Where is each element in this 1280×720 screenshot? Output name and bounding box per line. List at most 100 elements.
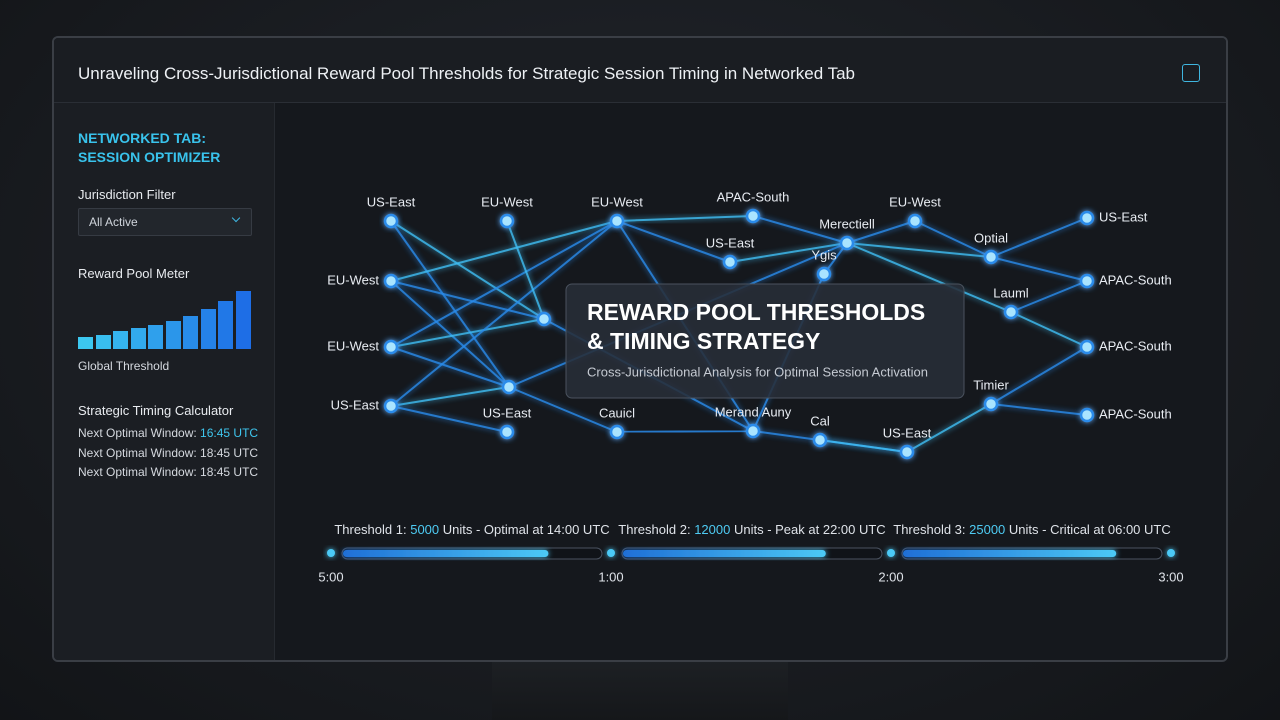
meter-bar	[183, 316, 198, 349]
network-node[interactable]	[722, 254, 738, 270]
filter-label: Jurisdiction Filter	[78, 187, 176, 202]
threshold-amount: 25000	[969, 522, 1005, 537]
app-title-line: NETWORKED TAB:	[78, 130, 207, 146]
network-edge	[390, 386, 510, 407]
network-node[interactable]	[983, 249, 999, 265]
network-edge	[390, 220, 618, 282]
network-node[interactable]	[383, 339, 399, 355]
network-edge	[390, 405, 508, 433]
threshold-label: Threshold 2: 12000 Units - Peak at 22:00…	[618, 522, 885, 537]
network-edge	[1010, 311, 1088, 348]
network-edge	[990, 346, 1088, 405]
overlay-title: & TIMING STRATEGY	[587, 328, 820, 354]
network-node[interactable]	[745, 423, 761, 439]
timing-text: Next Optimal Window:	[78, 426, 197, 440]
network-node[interactable]	[501, 379, 517, 395]
threshold-prefix: Threshold 2:	[618, 522, 690, 537]
network-node[interactable]	[899, 444, 915, 460]
network-node[interactable]	[609, 213, 625, 229]
network-node[interactable]	[745, 208, 761, 224]
network-edge	[506, 220, 545, 320]
timing-text: Next Optimal Window:	[78, 446, 197, 460]
node-label: EU-West	[327, 338, 379, 353]
threshold-amount: 5000	[410, 522, 439, 537]
node-label: EU-West	[591, 194, 643, 209]
sidebar: NETWORKED TAB: SESSION OPTIMIZER Jurisdic…	[54, 103, 275, 660]
progress-fill	[903, 550, 1117, 557]
node-label: EU-West	[889, 194, 941, 209]
meter-bar	[113, 331, 128, 349]
meter-bar	[78, 337, 93, 349]
network-node[interactable]	[1079, 407, 1095, 423]
node-label: APAC-South	[1099, 406, 1172, 421]
node-label: Timier	[973, 377, 1009, 392]
node-label: Cauicl	[599, 405, 635, 420]
node-label: US-East	[331, 397, 380, 412]
jurisdiction-dropdown[interactable]: All Active	[78, 208, 252, 236]
threshold-amount: 12000	[694, 522, 730, 537]
timing-time: 18:45 UTC	[200, 446, 259, 460]
network-node[interactable]	[1079, 273, 1095, 289]
network-edge	[729, 242, 848, 263]
header: Unraveling Cross-Jurisdictional Reward P…	[54, 38, 1226, 103]
network-edge	[914, 220, 992, 258]
network-node[interactable]	[499, 213, 515, 229]
calculator-label: Strategic Timing Calculator	[78, 403, 234, 418]
network-node[interactable]	[839, 235, 855, 251]
threshold-suffix: Units - Critical at 06:00 UTC	[1009, 522, 1171, 537]
timeline-dot	[607, 549, 615, 557]
network-node[interactable]	[1079, 339, 1095, 355]
node-label: Lauml	[993, 285, 1029, 300]
threshold-suffix: Units - Optimal at 14:00 UTC	[443, 522, 610, 537]
network-edge	[616, 215, 754, 222]
network-node[interactable]	[907, 213, 923, 229]
node-label: Merand Auny	[715, 404, 792, 419]
node-label: EU-West	[327, 272, 379, 287]
timeline-label: 3:00	[1158, 569, 1183, 584]
network-edge	[906, 403, 992, 453]
node-label: Merectiell	[819, 216, 875, 231]
timeline-dot	[887, 549, 895, 557]
meter-bar	[95, 335, 111, 349]
timeline-label: 2:00	[878, 569, 903, 584]
network-node[interactable]	[383, 213, 399, 229]
meter-caption: Global Threshold	[78, 359, 170, 373]
expand-icon[interactable]	[1182, 64, 1200, 82]
network-node[interactable]	[383, 398, 399, 414]
node-label: US-East	[706, 235, 755, 250]
timing-row: Next Optimal Window: 18:45 UTC	[78, 446, 258, 460]
meter-bar	[218, 301, 233, 349]
network-edge	[846, 242, 992, 258]
timeline-label: 5:00	[318, 569, 343, 584]
network-edge	[616, 430, 754, 433]
network-edge	[390, 280, 545, 320]
network-edge	[1010, 280, 1088, 313]
node-label: APAC-South	[717, 189, 790, 204]
network-node[interactable]	[383, 273, 399, 289]
threshold-suffix: Units - Peak at 22:00 UTC	[734, 522, 886, 537]
progress-fill	[623, 550, 826, 557]
overlay-subtitle: Cross-Jurisdictional Analysis for Optima…	[587, 364, 928, 379]
network-edge	[390, 220, 618, 348]
network-edge	[616, 220, 731, 263]
network-node[interactable]	[983, 396, 999, 412]
network-node[interactable]	[536, 311, 552, 327]
network-node[interactable]	[499, 424, 515, 440]
timing-text: Next Optimal Window:	[78, 465, 197, 479]
threshold-prefix: Threshold 3:	[893, 522, 965, 537]
network-node[interactable]	[812, 432, 828, 448]
node-label: Optial	[974, 230, 1008, 245]
network-edge	[390, 220, 510, 388]
network-node[interactable]	[609, 424, 625, 440]
network-edge	[846, 242, 1012, 313]
threshold-label: Threshold 3: 25000 Units - Critical at 0…	[893, 522, 1171, 537]
network-edge	[990, 217, 1088, 258]
network-node[interactable]	[816, 266, 832, 282]
meter-bar	[235, 291, 251, 349]
monitor-stand	[492, 660, 788, 720]
network-node[interactable]	[1079, 210, 1095, 226]
progress-fill	[343, 550, 549, 557]
network-node[interactable]	[1003, 304, 1019, 320]
